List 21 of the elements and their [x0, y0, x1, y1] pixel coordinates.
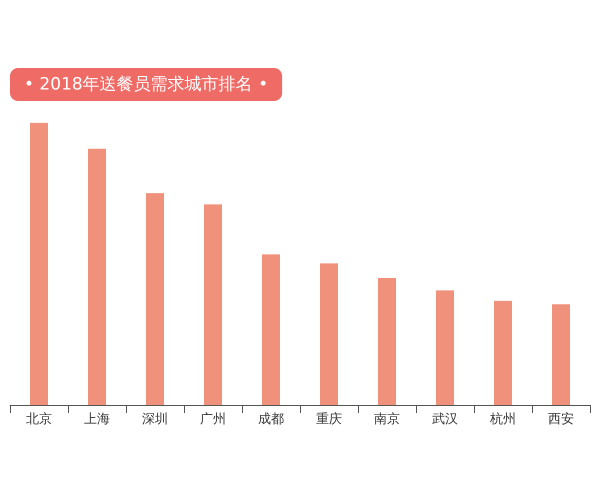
- bar: [494, 300, 512, 405]
- x-tick-label: 深圳: [142, 412, 168, 427]
- x-tick-label: 北京: [26, 412, 52, 427]
- x-tick-label: 南京: [374, 412, 400, 427]
- x-tick-label: 杭州: [489, 412, 516, 427]
- bar: [30, 122, 48, 405]
- x-tick-label: 成都: [258, 412, 284, 427]
- x-tick-label: 重庆: [316, 412, 342, 427]
- bar: [204, 204, 222, 405]
- x-tick-label: 上海: [84, 412, 110, 427]
- bar: [146, 193, 164, 405]
- bar: [436, 290, 454, 405]
- bar: [262, 254, 280, 405]
- bar: [88, 148, 106, 405]
- x-tick-label: 武汉: [432, 412, 458, 427]
- x-tick-label: 西安: [548, 411, 574, 427]
- bar: [320, 263, 338, 405]
- bar: [378, 278, 396, 405]
- chart-title: • 2018年送餐员需求城市排名 •: [24, 74, 268, 94]
- x-tick-label: 广州: [200, 412, 226, 427]
- bar: [552, 304, 570, 405]
